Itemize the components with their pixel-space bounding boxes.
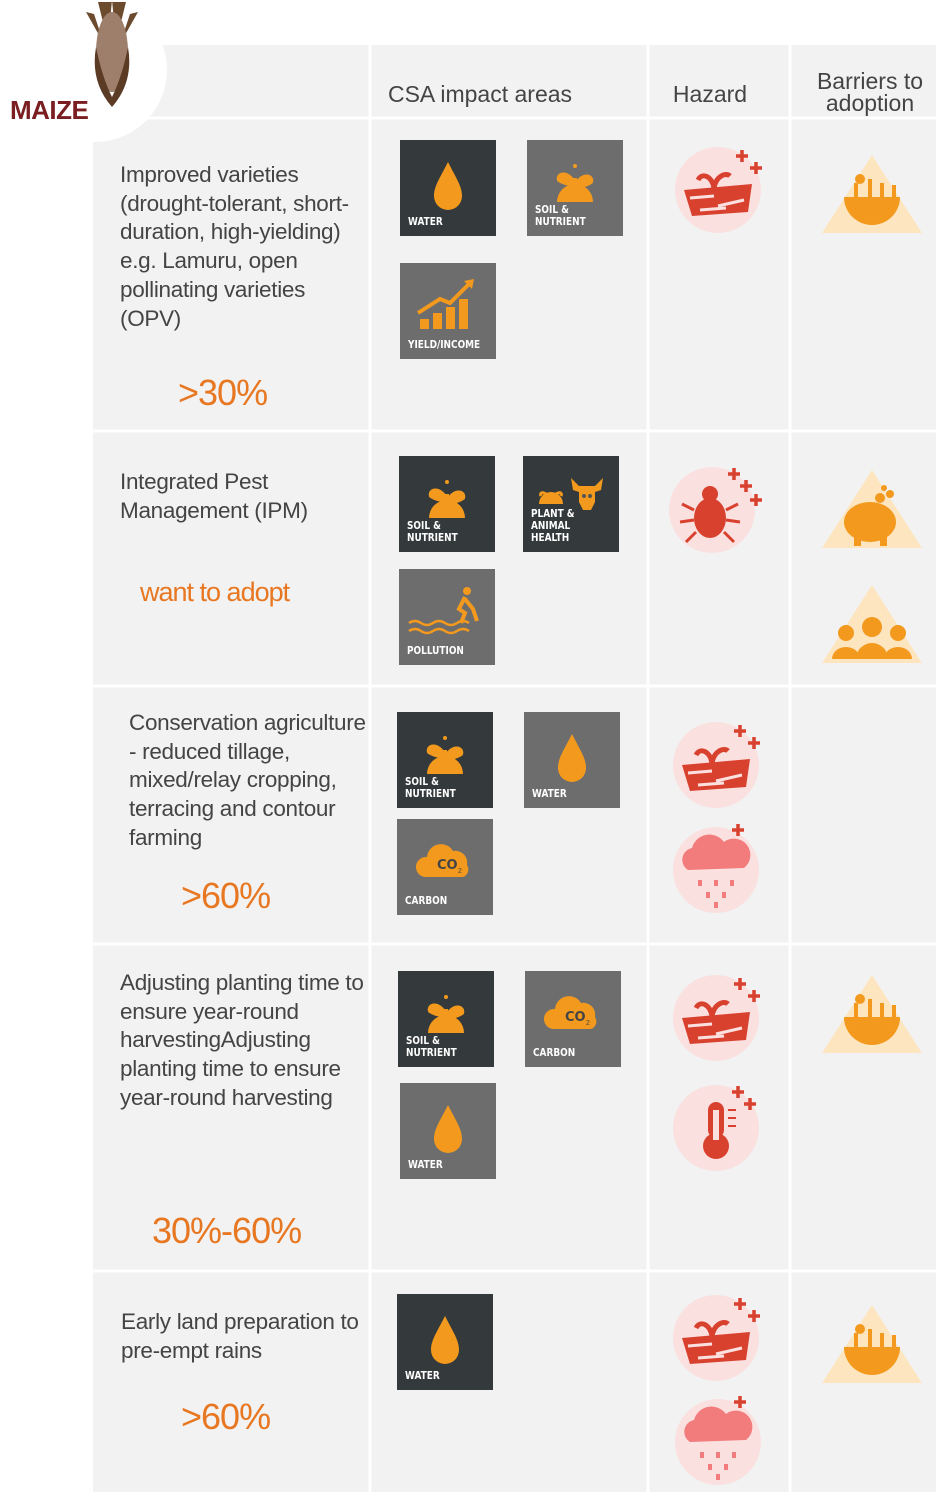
practice-name: Improved varieties (drought-tolerant, sh… — [120, 162, 349, 331]
practice-name: Adjusting planting time to ensure year-r… — [120, 970, 364, 1110]
impact-label: SOIL & NUTRIENT — [407, 520, 458, 544]
impact-tile: PLANT & ANIMAL HEALTH — [523, 456, 619, 552]
impact-tile: WATER — [397, 1294, 493, 1390]
adoption-rate: want to adopt — [140, 577, 290, 607]
impact-label: PLANT & ANIMAL HEALTH — [531, 508, 575, 544]
adoption-rate: >60% — [181, 875, 271, 916]
hazard-icon — [675, 1396, 761, 1485]
practice-name: Early land preparation to pre-empt rains — [121, 1309, 359, 1363]
hazard-icon — [675, 147, 762, 233]
impact-icon — [434, 162, 462, 210]
adoption-rate: >60% — [181, 1396, 271, 1437]
impact-icon — [426, 736, 464, 774]
impact-label: WATER — [405, 1370, 440, 1382]
impact-icon — [408, 587, 479, 635]
impact-label: SOIL & NUTRIENT — [406, 1035, 457, 1059]
barrier-icon — [822, 155, 922, 233]
impact-tile: SOIL & NUTRIENT — [398, 971, 494, 1067]
hazard-icon — [673, 824, 759, 913]
impact-label: CARBON — [533, 1047, 576, 1059]
impact-icon — [416, 279, 474, 329]
impact-icon — [431, 1316, 459, 1364]
impact-icon — [539, 478, 603, 510]
practice-name: Integrated Pest Management (IPM) — [120, 469, 308, 523]
impact-label: WATER — [408, 1159, 443, 1171]
impact-icon: CO 2 — [543, 996, 597, 1029]
svg-text:2: 2 — [458, 868, 462, 875]
column-header: CSA impact areas — [387, 81, 573, 107]
impact-tile: WATER — [524, 712, 620, 808]
impact-tile: YIELD/INCOME — [400, 263, 496, 359]
impact-icon — [427, 995, 465, 1033]
impact-label: SOIL & NUTRIENT — [535, 204, 586, 228]
svg-text:2: 2 — [586, 1020, 590, 1027]
impact-icon — [556, 164, 594, 202]
impact-tile: POLLUTION — [399, 569, 495, 665]
impact-tile: CO 2 CARBON — [525, 971, 621, 1067]
impact-label: WATER — [532, 788, 567, 800]
impact-tile: SOIL & NUTRIENT — [397, 712, 493, 808]
impact-label: SOIL & NUTRIENT — [405, 776, 456, 800]
column-header: Hazard — [672, 81, 748, 107]
barrier-icon — [822, 1305, 922, 1383]
impact-icon — [428, 480, 466, 518]
impact-tile: SOIL & NUTRIENT — [399, 456, 495, 552]
practice-name: Conservation agriculture - reduced tilla… — [129, 710, 366, 850]
impact-label: WATER — [408, 216, 443, 228]
impact-icon — [434, 1105, 462, 1153]
barrier-icon — [822, 975, 922, 1053]
impact-icon — [558, 734, 586, 782]
impact-tile: SOIL & NUTRIENT — [527, 140, 623, 236]
impact-label: CARBON — [405, 895, 448, 907]
barrier-icon — [822, 470, 922, 548]
column-header: Barriers to adoption — [816, 68, 924, 116]
crop-name: MAIZE — [10, 95, 89, 125]
adoption-rate: 30%-60% — [152, 1210, 302, 1251]
hazard-icon — [669, 467, 762, 553]
hazard-icon — [673, 1295, 760, 1381]
adoption-rate: >30% — [178, 372, 268, 413]
hazard-icon — [673, 1085, 759, 1171]
svg-text:CO: CO — [437, 858, 458, 873]
impact-tile: WATER — [400, 1083, 496, 1179]
barrier-icon — [822, 585, 922, 663]
impact-tile: WATER — [400, 140, 496, 236]
hazard-icon — [673, 975, 760, 1061]
impact-label: YIELD/INCOME — [408, 339, 481, 351]
impact-icon: CO 2 — [415, 844, 469, 877]
impact-tile: CO 2 CARBON — [397, 819, 493, 915]
hazard-icon — [673, 722, 760, 808]
svg-text:CO: CO — [565, 1010, 586, 1025]
impact-label: POLLUTION — [407, 645, 464, 657]
